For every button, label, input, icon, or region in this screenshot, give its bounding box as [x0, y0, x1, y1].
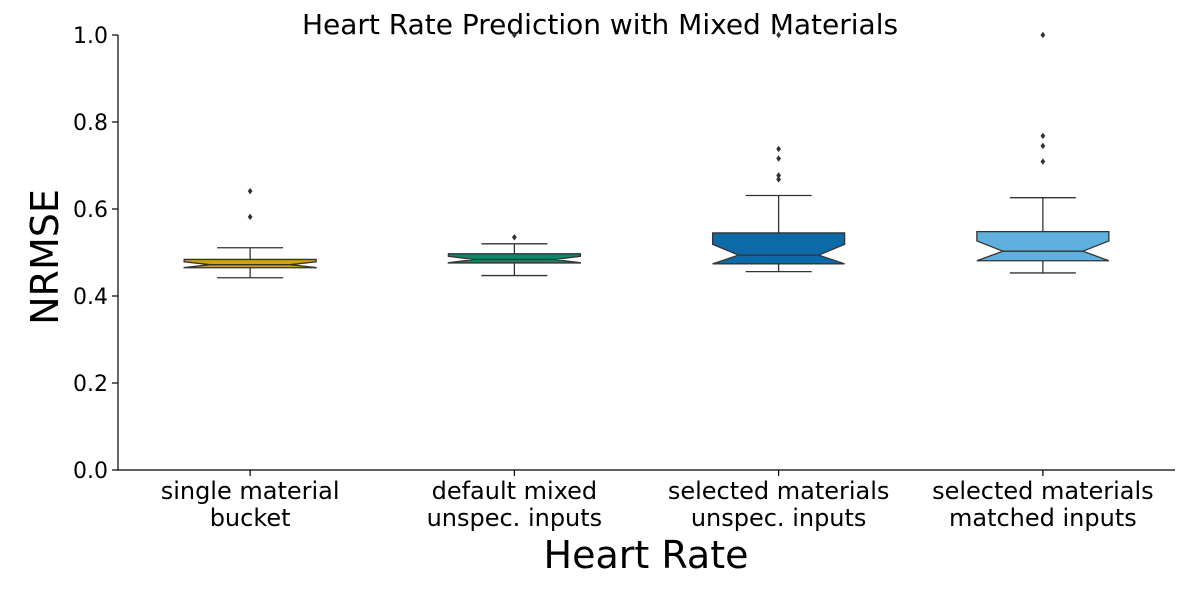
y-axis-title: NRMSE — [23, 189, 67, 325]
y-tick-label: 0.6 — [73, 198, 108, 223]
outlier-point — [1040, 31, 1046, 39]
x-tick-label-line: selected materials — [668, 477, 890, 505]
x-tick-label-line: single material — [161, 477, 340, 505]
outlier-point — [776, 155, 782, 162]
outlier-point — [247, 187, 253, 195]
outlier-point — [776, 176, 782, 183]
x-tick-label: default mixed unspec. inputs — [427, 477, 603, 532]
box-body — [447, 253, 582, 264]
box-group — [183, 187, 317, 279]
outlier-point — [511, 31, 517, 39]
y-tick-label: 0.8 — [73, 111, 108, 136]
x-tick-label-line: matched inputs — [949, 504, 1137, 532]
x-axis-title: Heart Rate — [544, 533, 749, 577]
outlier-point — [247, 213, 253, 221]
box-body — [976, 230, 1110, 262]
y-tick-label: 0.0 — [73, 459, 108, 484]
box-group — [447, 31, 582, 277]
chart-title: Heart Rate Prediction with Mixed Materia… — [302, 8, 898, 41]
outlier-point — [776, 31, 782, 39]
outlier-point — [776, 172, 782, 179]
outlier-point — [1040, 132, 1046, 140]
box-body — [183, 258, 317, 269]
plot-area: 0.0 0.2 0.4 0.6 0.8 1.0 single material bucket d… — [73, 24, 1175, 532]
box-group — [711, 31, 846, 273]
outlier-point — [1040, 142, 1046, 150]
outlier-point — [776, 145, 782, 153]
x-tick-label-line: bucket — [210, 504, 291, 532]
y-tick-label: 1.0 — [73, 24, 108, 49]
box-group — [976, 31, 1110, 274]
x-tick-label: selected materials unspec. inputs — [668, 477, 890, 532]
x-tick-label-line: default mixed — [432, 477, 598, 505]
y-tick-label: 0.2 — [73, 372, 108, 397]
x-tick-label-line: selected materials — [932, 477, 1154, 505]
x-tick-label-line: unspec. inputs — [691, 504, 867, 532]
y-tick-label: 0.4 — [73, 285, 108, 310]
box-body — [711, 232, 846, 265]
x-tick-label: single material bucket — [161, 477, 340, 532]
x-tick-label: selected materials matched inputs — [932, 477, 1154, 532]
outlier-point — [1040, 158, 1046, 165]
x-tick-label-line: unspec. inputs — [427, 504, 603, 532]
outlier-point — [511, 234, 517, 241]
